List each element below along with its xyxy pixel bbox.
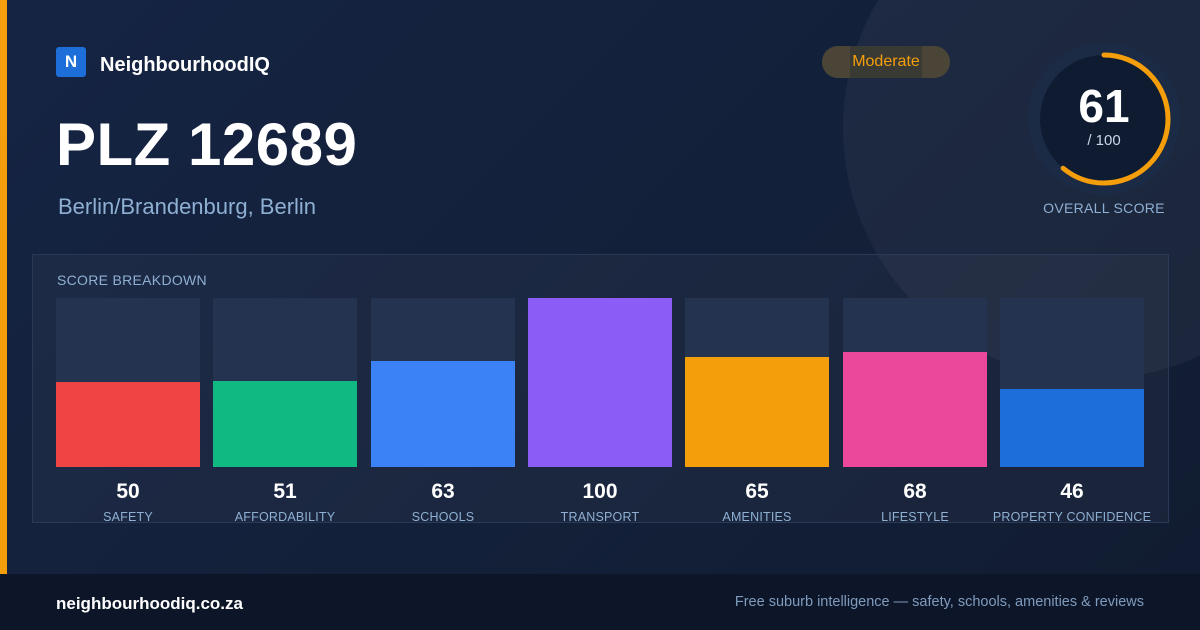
brand: N NeighbourhoodIQ (56, 46, 270, 77)
bar-column: 65 AMENITIES (685, 298, 829, 528)
bar-track (371, 298, 515, 467)
bar-category-label: SAFETY (103, 510, 153, 524)
bar-column: 68 LIFESTYLE (843, 298, 987, 528)
accent-bar (0, 0, 7, 574)
footer-tagline: Free suburb intelligence — safety, schoo… (734, 594, 1144, 610)
overall-score-max: / 100 (1087, 132, 1121, 149)
bar-column: 51 AFFORDABILITY (213, 298, 357, 528)
brand-logo-icon: N (56, 46, 86, 77)
bar-value-label: 100 (582, 480, 618, 503)
bar-category-label: TRANSPORT (560, 510, 640, 524)
brand-name: NeighbourhoodIQ (100, 54, 270, 76)
bar-track (843, 298, 987, 467)
footer-domain: neighbourhoodiq.co.za (56, 594, 243, 613)
bar-category-label: LIFESTYLE (881, 510, 949, 524)
bar-track (528, 298, 672, 467)
bar (56, 382, 200, 467)
bar (371, 361, 515, 467)
panel-title: SCORE BREAKDOWN (57, 272, 207, 288)
score-ring-icon (1037, 52, 1171, 186)
page-title: PLZ 12689 (56, 111, 358, 178)
overall-score-gauge: 61 / 100 (1028, 43, 1180, 195)
bar-value-label: 51 (273, 480, 297, 503)
bar (213, 381, 357, 467)
footer: neighbourhoodiq.co.za Free suburb intell… (0, 574, 1200, 630)
bar-category-label: PROPERTY CONFIDENCE (992, 510, 1152, 524)
rating-badge: Moderate (822, 46, 950, 78)
bar-value-label: 46 (1060, 480, 1084, 503)
overall-score-label: OVERALL SCORE (1043, 200, 1165, 216)
bar-value-label: 63 (431, 480, 455, 503)
bar-column: 50 SAFETY (56, 298, 200, 528)
bar (685, 357, 829, 467)
bar-category-label: SCHOOLS (411, 510, 475, 524)
bar-column: 46 PROPERTY CONFIDENCE (993, 298, 1151, 528)
bar-value-label: 65 (745, 480, 769, 503)
bar (843, 352, 987, 467)
bar (1000, 389, 1144, 467)
overall-score-value: 61 (1078, 80, 1130, 132)
bar-value-label: 68 (903, 480, 927, 503)
score-ring-arc (1037, 52, 1171, 186)
bar-column: 100 TRANSPORT (528, 298, 672, 528)
bar-track (685, 298, 829, 467)
bar (528, 298, 672, 467)
bar-value-label: 50 (116, 480, 140, 503)
bar-column: 63 SCHOOLS (371, 298, 515, 528)
bar-category-label: AFFORDABILITY (234, 510, 336, 524)
bar-track (1000, 298, 1144, 467)
rating-badge-label: Moderate (852, 53, 920, 70)
score-breakdown-panel: SCORE BREAKDOWN 50 SAFETY 51 AFFORDABILITY 6… (32, 254, 1169, 524)
bar-track (213, 298, 357, 467)
location-subtitle: Berlin/Brandenburg, Berlin (58, 194, 317, 219)
bar-category-label: AMENITIES (722, 510, 792, 524)
bar-track (56, 298, 200, 467)
